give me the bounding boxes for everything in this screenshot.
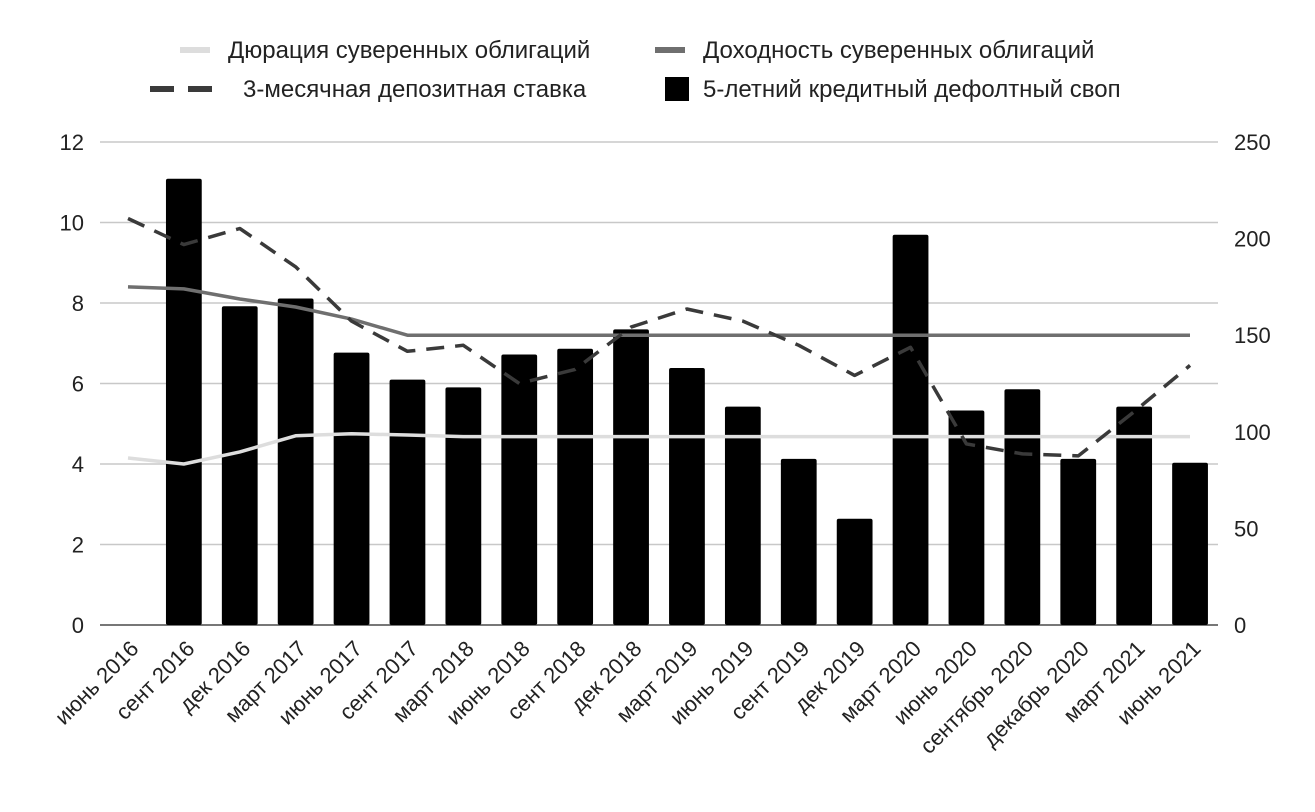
bar-series xyxy=(165,178,1208,625)
right-axis-tick-label: 150 xyxy=(1234,323,1271,348)
left-axis-tick-label: 2 xyxy=(72,533,84,558)
left-axis-tick-label: 8 xyxy=(72,291,84,316)
gridlines xyxy=(100,141,1218,626)
bar xyxy=(724,406,761,625)
right-axis-tick-label: 250 xyxy=(1234,130,1271,155)
bar xyxy=(445,387,482,625)
legend-label: Доходность суверенных облигаций xyxy=(703,37,1094,64)
series-line xyxy=(127,216,1192,458)
bar xyxy=(333,352,370,625)
left-axis-tick-label: 4 xyxy=(72,452,84,477)
series-line xyxy=(127,432,1190,466)
bar xyxy=(613,329,649,625)
left-axis-tick-label: 0 xyxy=(72,613,84,638)
line-series xyxy=(127,216,1192,466)
series-line xyxy=(127,285,1190,337)
bar xyxy=(892,234,929,625)
bar xyxy=(1004,389,1041,625)
right-axis-tick-label: 100 xyxy=(1234,420,1271,445)
bar xyxy=(501,354,538,625)
right-axis-tick-label: 50 xyxy=(1234,516,1258,541)
legend-label: 5-летний кредитный дефолтный своп xyxy=(703,76,1121,103)
bar xyxy=(221,306,258,625)
legend: Дюрация суверенных облигаций Доходность с… xyxy=(150,37,1121,103)
bar xyxy=(669,368,705,625)
bar xyxy=(780,458,817,625)
bar xyxy=(1116,406,1153,625)
bar xyxy=(948,410,985,625)
bar xyxy=(277,298,314,625)
bar xyxy=(389,379,426,625)
bar xyxy=(836,518,873,625)
right-axis-tick-label: 200 xyxy=(1234,227,1271,252)
left-axis-tick-label: 10 xyxy=(60,211,84,236)
bar xyxy=(557,348,594,625)
left-axis-tick-label: 12 xyxy=(60,130,84,155)
legend-label: Дюрация суверенных облигаций xyxy=(228,37,590,64)
legend-swatch xyxy=(665,77,689,101)
bar xyxy=(1060,458,1097,625)
right-axis-tick-label: 0 xyxy=(1234,613,1246,638)
bar xyxy=(1172,462,1208,625)
legend-label: 3-месячная депозитная ставка xyxy=(243,76,587,103)
left-axis-tick-label: 6 xyxy=(72,372,84,397)
